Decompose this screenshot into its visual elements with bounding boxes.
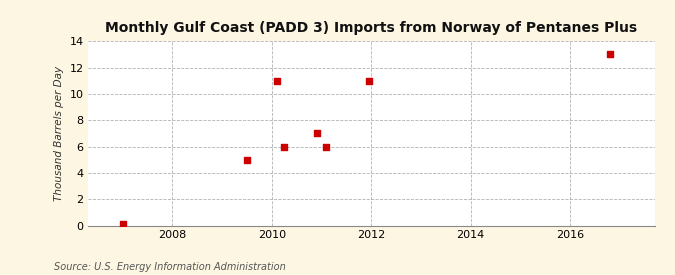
Point: [271, 79, 282, 83]
Point: [363, 79, 374, 83]
Point: [117, 222, 128, 226]
Y-axis label: Thousand Barrels per Day: Thousand Barrels per Day: [54, 66, 64, 201]
Point: [321, 144, 332, 149]
Point: [242, 158, 252, 162]
Point: [311, 131, 322, 136]
Title: Monthly Gulf Coast (PADD 3) Imports from Norway of Pentanes Plus: Monthly Gulf Coast (PADD 3) Imports from…: [105, 21, 637, 35]
Point: [279, 144, 290, 149]
Text: Source: U.S. Energy Information Administration: Source: U.S. Energy Information Administ…: [54, 262, 286, 272]
Point: [605, 52, 616, 57]
